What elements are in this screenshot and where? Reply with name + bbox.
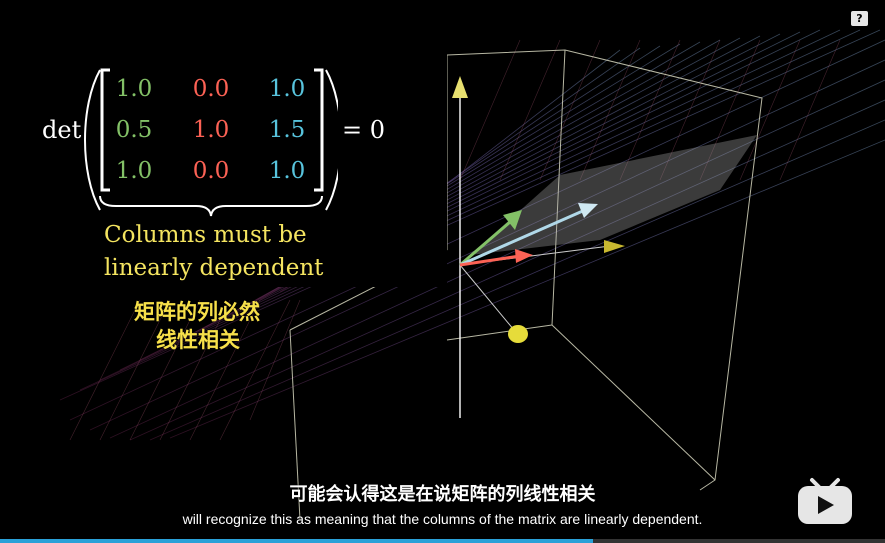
blue-vector-head-icon [578, 203, 598, 218]
matrix-brackets [84, 68, 338, 211]
red-vector-head-icon [515, 249, 533, 263]
right-paren [325, 69, 338, 211]
annotation-zh-line1: 矩阵的列必然 [134, 300, 260, 324]
equals-zero: = 0 [342, 116, 386, 144]
matrix-cell-r1c3: 1.0 [268, 76, 306, 102]
equation-panel [0, 50, 447, 287]
axes [452, 76, 625, 418]
squished-plane [470, 135, 757, 255]
playback-progress-fill [0, 539, 593, 543]
green-vector-head-icon [503, 210, 522, 230]
z-axis-arrowhead-icon [452, 76, 468, 98]
y-axis-cone-icon [508, 325, 528, 343]
grid-plane [59, 29, 885, 441]
bilibili-tv-logo-icon[interactable] [796, 472, 854, 528]
matrix-cell-r2c3: 1.5 [268, 117, 306, 143]
matrix-cell-r3c3: 1.0 [268, 158, 306, 184]
matrix-cell-r1c1: 1.0 [115, 76, 153, 102]
subtitle-english: will recognize this as meaning that the … [182, 511, 703, 527]
playback-progress-bar[interactable] [0, 539, 885, 543]
matrix-cell-r3c2: 0.0 [192, 158, 230, 184]
det-label: det [42, 116, 82, 144]
matrix-cell-r2c2: 1.0 [192, 117, 230, 143]
left-paren [84, 69, 101, 211]
underbrace [99, 195, 323, 217]
subtitle-chinese: 可能会认得这是在说矩阵的列线性相关 [289, 484, 596, 505]
x-axis-arrowhead-icon [604, 240, 625, 253]
right-bracket [314, 68, 324, 192]
grid-plane-diagonals [69, 39, 841, 441]
annotation-zh-line2: 线性相关 [156, 328, 240, 352]
help-button[interactable]: ? [851, 11, 868, 26]
annotation-line2: linearly dependent [104, 255, 324, 281]
matrix-cell-r2c1: 0.5 [115, 117, 153, 143]
matrix-cell-r3c1: 1.0 [115, 158, 153, 184]
left-bracket [100, 68, 110, 192]
matrix-cell-r1c2: 0.0 [192, 76, 230, 102]
column-vectors [459, 203, 598, 267]
annotation-line1: Columns must be [104, 222, 307, 248]
